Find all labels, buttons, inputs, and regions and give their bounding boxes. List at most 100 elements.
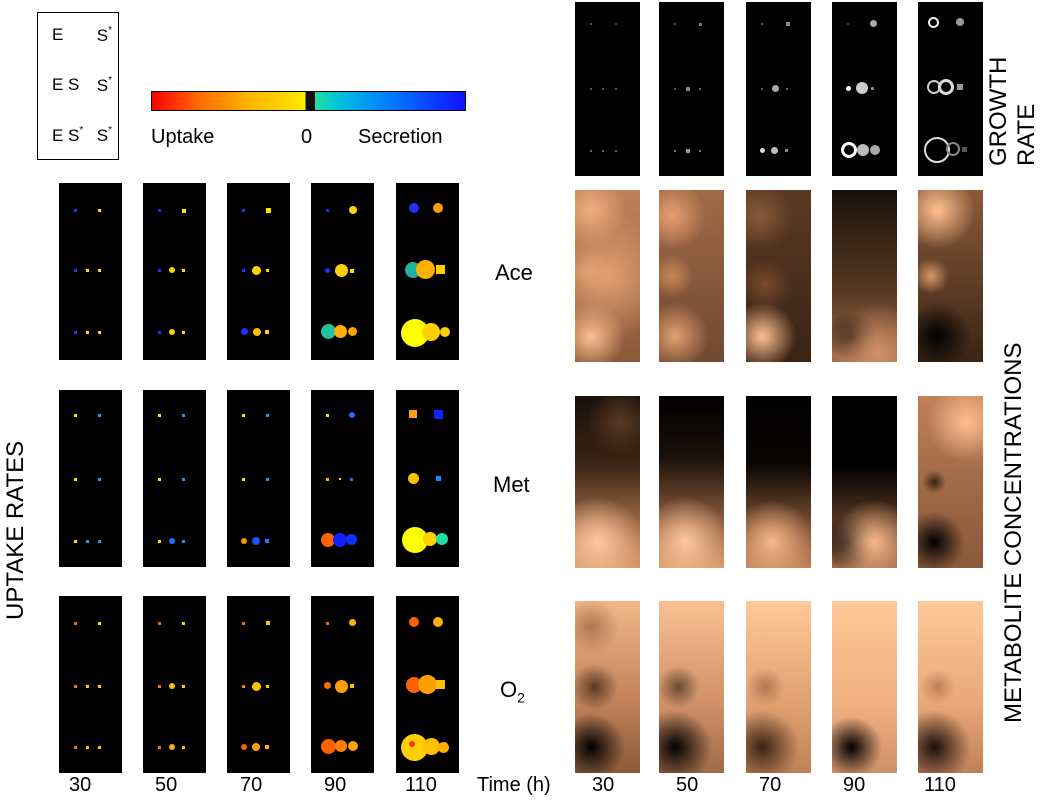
cell-marker xyxy=(333,533,347,547)
cell-marker xyxy=(86,746,89,749)
cell-marker xyxy=(158,269,161,272)
cell-marker xyxy=(349,412,355,418)
cell-marker xyxy=(98,478,101,481)
cell-marker xyxy=(74,746,77,749)
cell-marker xyxy=(436,265,445,274)
cell-marker xyxy=(182,540,185,543)
row-label-o2: O2 xyxy=(500,677,525,705)
cell-marker xyxy=(74,478,77,481)
cell-marker xyxy=(242,685,245,688)
cell-marker xyxy=(870,20,877,27)
cell-marker xyxy=(98,209,101,212)
cell-marker xyxy=(786,88,788,90)
conc-met-t50 xyxy=(659,396,724,568)
cell-marker xyxy=(761,88,763,90)
cell-marker xyxy=(182,331,185,334)
legend-row-3-left: E S* xyxy=(52,125,84,145)
cell-marker xyxy=(74,414,77,417)
cell-marker xyxy=(590,23,592,25)
cell-marker xyxy=(699,150,701,152)
cell-marker xyxy=(350,684,354,688)
cell-marker xyxy=(436,476,441,481)
cell-marker xyxy=(242,414,245,417)
cell-marker xyxy=(409,203,419,213)
cell-marker xyxy=(74,685,77,688)
colorbar-zero-label: 0 xyxy=(301,126,313,148)
cell-marker xyxy=(158,209,161,212)
cell-marker xyxy=(772,85,779,92)
time-tick-left-50: 50 xyxy=(155,774,178,796)
conc-met-t30 xyxy=(575,396,640,568)
cell-marker xyxy=(326,414,329,417)
conc-o2-t110 xyxy=(918,601,983,773)
cell-marker xyxy=(265,330,269,334)
cell-marker xyxy=(242,269,245,272)
time-tick-left-30: 30 xyxy=(69,774,92,796)
cell-marker xyxy=(335,264,348,277)
cell-marker xyxy=(169,267,175,273)
cell-marker xyxy=(841,142,857,158)
cell-marker xyxy=(98,685,101,688)
cell-marker xyxy=(590,88,592,90)
row-label-ace: Ace xyxy=(495,260,533,285)
cell-marker xyxy=(436,533,448,545)
colorbar xyxy=(151,91,466,111)
cell-marker xyxy=(348,741,358,751)
cell-marker xyxy=(674,23,676,25)
cell-marker xyxy=(423,532,437,546)
uptake-met-t70 xyxy=(227,390,290,567)
growth-t110 xyxy=(918,2,983,176)
cell-marker xyxy=(182,746,185,749)
uptake-o2-t110 xyxy=(396,596,459,773)
cell-marker xyxy=(266,621,270,625)
cell-marker xyxy=(182,414,185,417)
cell-marker xyxy=(241,744,247,750)
row-label-o2-sub: 2 xyxy=(517,689,525,706)
cell-marker xyxy=(349,206,357,214)
row-label-met: Met xyxy=(493,472,530,497)
cell-marker xyxy=(169,683,175,689)
cell-marker xyxy=(252,266,261,275)
time-tick-left-90: 90 xyxy=(324,774,347,796)
cell-marker xyxy=(674,150,676,152)
cell-marker xyxy=(98,331,101,334)
cell-marker xyxy=(86,269,89,272)
cell-marker xyxy=(615,150,617,152)
cell-marker xyxy=(760,148,765,153)
cell-marker xyxy=(86,685,89,688)
cell-marker xyxy=(602,88,604,90)
conc-met-t70 xyxy=(746,396,811,568)
cell-marker xyxy=(590,150,592,152)
conc-o2-t70 xyxy=(746,601,811,773)
cell-marker xyxy=(857,144,869,156)
cell-marker xyxy=(438,742,449,753)
conc-ace-t50 xyxy=(659,190,724,362)
cell-marker xyxy=(962,147,967,152)
time-tick-right-90: 90 xyxy=(843,774,866,796)
cell-marker xyxy=(158,540,161,543)
cell-marker xyxy=(266,269,269,272)
cell-marker xyxy=(349,619,356,626)
time-tick-right-50: 50 xyxy=(676,774,699,796)
time-tick-right-110: 110 xyxy=(924,774,956,796)
cell-marker xyxy=(158,478,161,481)
cell-marker xyxy=(870,145,880,155)
conc-ace-t110 xyxy=(918,190,983,362)
conc-ace-t70 xyxy=(746,190,811,362)
legend-row-2-left: E S xyxy=(52,75,80,94)
cell-marker xyxy=(182,209,186,213)
cell-marker xyxy=(408,473,419,484)
cell-marker xyxy=(74,331,77,334)
conc-o2-t90 xyxy=(832,601,897,773)
cell-marker xyxy=(436,680,445,689)
cell-marker xyxy=(956,18,964,26)
time-tick-left-110: 110 xyxy=(405,774,437,796)
cell-marker xyxy=(409,410,417,418)
cell-marker xyxy=(615,88,617,90)
uptake-ace-t30 xyxy=(59,183,122,360)
cell-marker xyxy=(169,744,175,750)
cell-marker xyxy=(348,327,357,336)
conc-ace-t90 xyxy=(832,190,897,362)
cell-marker xyxy=(350,478,353,481)
cell-marker xyxy=(335,740,347,752)
